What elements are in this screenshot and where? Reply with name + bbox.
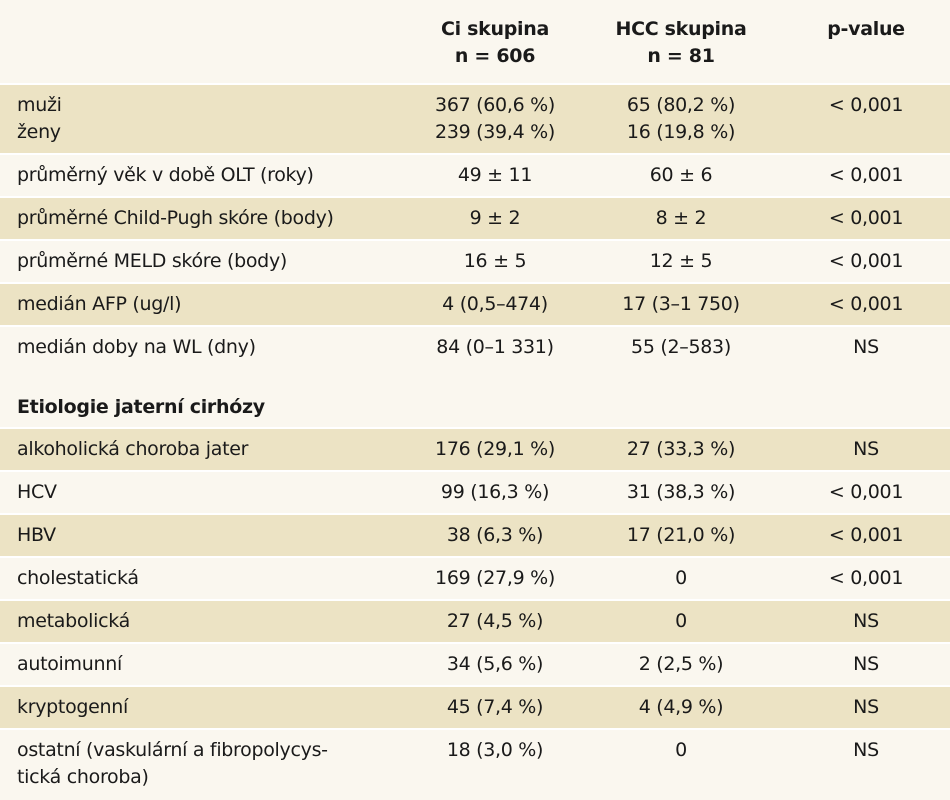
row-label-line: muži — [17, 94, 62, 116]
table-row: průměrný věk v době OLT (roky) 49 ± 11 6… — [0, 153, 950, 197]
hcc-value: 65 (80,2 %) 16 (19,8 %) — [580, 83, 782, 154]
ci-value: 34 (5,6 %) — [410, 642, 580, 686]
table-row: medián doby na WL (dny) 84 (0–1 331) 55 … — [0, 325, 950, 368]
ci-value: 4 (0,5–474) — [410, 282, 580, 326]
ci-value: 169 (27,9 %) — [410, 556, 580, 600]
row-label-line: ostatní (vaskulární a fibropolycys- — [17, 739, 328, 761]
hcc-value: 12 ± 5 — [580, 239, 782, 283]
row-label: autoimunní — [0, 642, 410, 686]
row-label: medián AFP (ug/l) — [0, 282, 410, 326]
row-label: průměrné MELD skóre (body) — [0, 239, 410, 283]
hcc-value: 60 ± 6 — [580, 153, 782, 197]
ci-value: 99 (16,3 %) — [410, 470, 580, 514]
ci-value: 38 (6,3 %) — [410, 513, 580, 557]
p-value: < 0,001 — [782, 282, 950, 326]
hcc-value: 0 — [580, 599, 782, 643]
hcc-value: 4 (4,9 %) — [580, 685, 782, 729]
table-row: cholestatická 169 (27,9 %) 0 < 0,001 — [0, 556, 950, 600]
p-value: < 0,001 — [782, 239, 950, 283]
row-label-line: tická choroba) — [17, 766, 149, 788]
ci-value-line: 367 (60,6 %) — [435, 94, 555, 116]
ci-value-line: 239 (39,4 %) — [435, 121, 555, 143]
hcc-value: 0 — [580, 728, 782, 798]
ci-value: 84 (0–1 331) — [410, 325, 580, 368]
header-hcc-group: HCC skupina n = 81 — [580, 0, 782, 84]
hcc-value: 55 (2–583) — [580, 325, 782, 368]
p-value: < 0,001 — [782, 196, 950, 240]
p-value: NS — [782, 427, 950, 471]
table-row: kryptogenní 45 (7,4 %) 4 (4,9 %) NS — [0, 685, 950, 729]
p-value: NS — [782, 325, 950, 368]
table-row: autoimunní 34 (5,6 %) 2 (2,5 %) NS — [0, 642, 950, 686]
row-label: průměrné Child-Pugh skóre (body) — [0, 196, 410, 240]
table-row: muži ženy 367 (60,6 %) 239 (39,4 %) 65 (… — [0, 83, 950, 154]
row-label: HCV — [0, 470, 410, 514]
p-value: NS — [782, 642, 950, 686]
hcc-value: 8 ± 2 — [580, 196, 782, 240]
hcc-value: 27 (33,3 %) — [580, 427, 782, 471]
ci-value: 16 ± 5 — [410, 239, 580, 283]
row-label: muži ženy — [0, 83, 410, 154]
header-p-value: p-value — [827, 18, 905, 40]
ci-value: 27 (4,5 %) — [410, 599, 580, 643]
p-value: NS — [782, 599, 950, 643]
table-row: HCV 99 (16,3 %) 31 (38,3 %) < 0,001 — [0, 470, 950, 514]
ci-value: 18 (3,0 %) — [410, 728, 580, 798]
p-value: < 0,001 — [782, 470, 950, 514]
table-row: medián AFP (ug/l) 4 (0,5–474) 17 (3–1 75… — [0, 282, 950, 326]
p-value: < 0,001 — [782, 513, 950, 557]
ci-value: 45 (7,4 %) — [410, 685, 580, 729]
hcc-value-line: 16 (19,8 %) — [626, 121, 736, 143]
header-ci-title: Ci skupina — [440, 18, 549, 40]
p-value: < 0,001 — [782, 556, 950, 600]
table-row: průměrné MELD skóre (body) 16 ± 5 12 ± 5… — [0, 239, 950, 283]
table-row: HBV 38 (6,3 %) 17 (21,0 %) < 0,001 — [0, 513, 950, 557]
hcc-value: 17 (21,0 %) — [580, 513, 782, 557]
row-label: průměrný věk v době OLT (roky) — [0, 153, 410, 197]
p-value: NS — [782, 728, 950, 798]
table-row: metabolická 27 (4,5 %) 0 NS — [0, 599, 950, 643]
row-label: medián doby na WL (dny) — [0, 325, 410, 368]
ci-value: 367 (60,6 %) 239 (39,4 %) — [410, 83, 580, 154]
hcc-value: 0 — [580, 556, 782, 600]
header-col-label — [0, 0, 410, 84]
row-label-line: ženy — [17, 121, 61, 143]
row-label: HBV — [0, 513, 410, 557]
hcc-value: 17 (3–1 750) — [580, 282, 782, 326]
row-label: kryptogenní — [0, 685, 410, 729]
hcc-value-line: 65 (80,2 %) — [626, 94, 736, 116]
header-ci-n: n = 606 — [454, 45, 536, 67]
ci-value: 9 ± 2 — [410, 196, 580, 240]
p-value: < 0,001 — [782, 153, 950, 197]
header-hcc-n: n = 81 — [647, 45, 715, 67]
ci-value: 49 ± 11 — [410, 153, 580, 197]
row-label: alkoholická choroba jater — [0, 427, 410, 471]
ci-value: 176 (29,1 %) — [410, 427, 580, 471]
row-label: ostatní (vaskulární a fibropolycys- tick… — [0, 728, 410, 798]
section-title: Etiologie jaterní cirhózy — [0, 388, 950, 428]
row-label: metabolická — [0, 599, 410, 643]
table-row: průměrné Child-Pugh skóre (body) 9 ± 2 8… — [0, 196, 950, 240]
table-header-row: Ci skupina n = 606 HCC skupina n = 81 p-… — [0, 0, 950, 84]
table-row: ostatní (vaskulární a fibropolycys- tick… — [0, 728, 950, 798]
row-label: cholestatická — [0, 556, 410, 600]
header-ci-group: Ci skupina n = 606 — [410, 0, 580, 84]
p-value: < 0,001 — [782, 83, 950, 154]
p-value: NS — [782, 685, 950, 729]
section-heading-row: Etiologie jaterní cirhózy — [0, 388, 950, 428]
hcc-value: 31 (38,3 %) — [580, 470, 782, 514]
header-hcc-title: HCC skupina — [615, 18, 747, 40]
hcc-value: 2 (2,5 %) — [580, 642, 782, 686]
table-row: alkoholická choroba jater 176 (29,1 %) 2… — [0, 427, 950, 471]
spacer-row — [0, 368, 950, 388]
